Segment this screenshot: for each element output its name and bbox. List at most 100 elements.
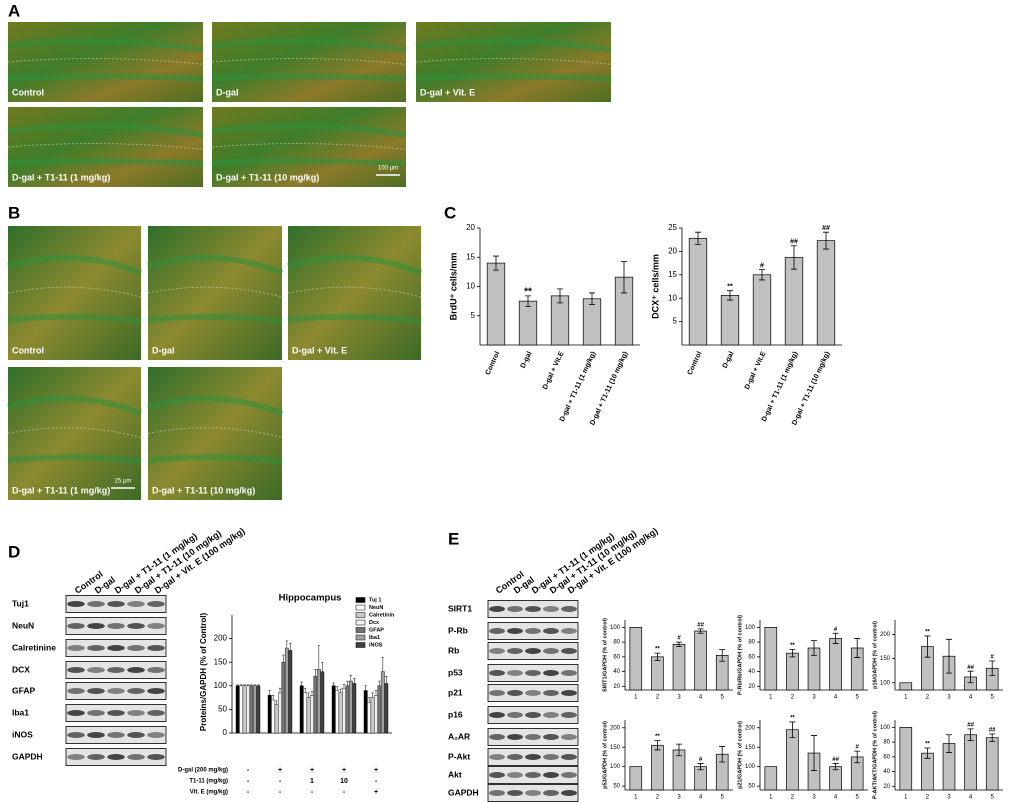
blot-band (107, 710, 125, 716)
blot-band (543, 648, 559, 654)
bar (352, 683, 357, 734)
significance: ## (822, 225, 830, 232)
lane-label: D-gal + T1-11 (10 mg/kg) (548, 528, 638, 595)
error-bar (243, 684, 246, 686)
blot-band (147, 732, 165, 738)
error-bar (385, 676, 388, 684)
blot-band (87, 601, 105, 607)
bar (335, 690, 340, 734)
panel-label: A (8, 1, 20, 20)
error-bar (621, 260, 627, 294)
bar (310, 695, 314, 734)
blot-band (107, 601, 125, 607)
blot-band (67, 645, 85, 651)
blot-label: NeuN (12, 620, 34, 630)
blot-band (107, 623, 125, 629)
error-bar (989, 660, 996, 676)
x-tick-label: 5 (721, 695, 725, 701)
blot-label: p21 (448, 687, 463, 697)
micrograph (8, 22, 203, 102)
blot-band (561, 628, 577, 634)
blot-band (127, 754, 145, 760)
bar (518, 300, 538, 346)
error-bar (257, 684, 260, 686)
error-bar (811, 735, 817, 771)
image-label: D-gal (216, 87, 239, 97)
y-tick-label: 80 (748, 640, 755, 646)
blot-band (127, 688, 145, 694)
tissue-layer (415, 73, 612, 82)
blot-band (543, 606, 559, 612)
x-tick-label: 5 (721, 795, 725, 801)
x-tick-label: D-gal + T1-11 (1 mg/kg) (559, 351, 598, 423)
blot-band (489, 790, 505, 796)
panel-label: E (448, 529, 459, 548)
y-tick-label: 150 (610, 745, 621, 751)
y-tick-label: 80 (613, 640, 620, 646)
treatment-label: T1-11 (mg/kg) (189, 779, 228, 785)
blot-band (507, 712, 523, 718)
bar (374, 695, 378, 734)
legend-label: NeuN (369, 605, 383, 611)
micrograph (148, 226, 282, 360)
significance: # (991, 655, 995, 661)
blot-band (561, 606, 577, 612)
error-bar (924, 635, 931, 658)
significance: ## (967, 665, 974, 671)
blot-band (147, 754, 165, 760)
blot-label: A₂AR (448, 731, 470, 741)
micrograph (148, 367, 282, 500)
bar (829, 638, 842, 691)
error-bar (303, 687, 307, 693)
significance: ## (967, 722, 974, 728)
treatment-cell: 1 (310, 778, 314, 785)
blot-label: P-Rb (448, 625, 468, 635)
blot-band (147, 667, 165, 673)
blot-band (67, 623, 85, 629)
blot-band (127, 623, 145, 629)
blot-band (543, 772, 559, 778)
x-tick-label: 4 (699, 695, 703, 701)
error-bar (268, 690, 271, 696)
error-bar (654, 740, 661, 751)
error-bar (282, 654, 285, 663)
legend-swatch (355, 612, 366, 618)
blot-band (507, 648, 523, 654)
error-bar (676, 743, 682, 757)
significance: ** (524, 287, 532, 298)
y-tick-label: 50 (613, 784, 620, 790)
blot-band (87, 688, 105, 694)
y-tick-label: 200 (745, 725, 756, 731)
x-tick-label: 5 (856, 795, 860, 801)
x-tick-label: 2 (656, 695, 660, 701)
legend-swatch (355, 634, 366, 641)
blot-band (489, 712, 505, 718)
x-tick-label: 4 (969, 695, 973, 701)
bar (284, 647, 289, 734)
blot-label: Rb (448, 645, 459, 655)
chart-title: Hippocampus (279, 593, 342, 604)
bar (306, 697, 311, 734)
blot-band (525, 712, 541, 718)
significance: ** (655, 734, 660, 740)
tissue-layer (7, 58, 204, 65)
legend-swatch (355, 597, 366, 603)
error-bar (719, 649, 726, 662)
bar (281, 662, 286, 734)
blot-band (507, 670, 523, 676)
tissue-layer (211, 143, 407, 150)
blot-band (67, 667, 85, 673)
y-tick-label: 60 (748, 654, 755, 660)
y-tick-label: 100 (745, 764, 756, 770)
error-bar (832, 763, 839, 771)
blot-band (525, 734, 541, 740)
x-tick-label: 2 (791, 695, 795, 701)
tissue-layer (7, 395, 143, 417)
bar (288, 650, 293, 734)
bar (242, 685, 247, 734)
bar (784, 257, 804, 346)
error-bar (285, 640, 289, 649)
significance: ** (727, 284, 733, 291)
y-tick-label: 15 (668, 270, 677, 279)
legend-label: GFAP (369, 627, 384, 633)
